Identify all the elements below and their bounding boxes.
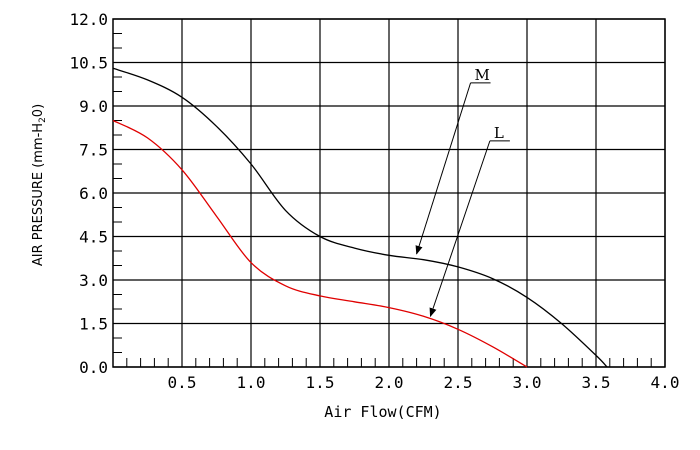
y-tick-label: 10.5: [69, 54, 108, 73]
y-tick-label: 4.5: [79, 228, 108, 247]
y-tick-label: 3.0: [79, 271, 108, 290]
x-axis-title: Air Flow(CFM): [324, 403, 441, 421]
series-arrow-l: [429, 140, 491, 318]
x-tick-label: 3.5: [582, 373, 611, 392]
series-arrow-m: [415, 82, 472, 255]
y-axis-title-main: AIR PRESSURE (mm-H: [31, 123, 46, 266]
y-axis-title: AIR PRESSURE (mm-H20): [31, 104, 48, 266]
x-tick-label: 0.5: [168, 373, 197, 392]
minor-ticks: [113, 33, 652, 367]
series-label-m: M: [475, 66, 490, 84]
series-line-l: [112, 119, 528, 368]
y-axis-title-end: 0): [31, 104, 46, 117]
series-line-m: [112, 67, 608, 368]
y-tick-label: 7.5: [79, 141, 108, 160]
x-tick-label: 2.5: [444, 373, 473, 392]
y-tick-labels: 0.0 1.5 3.0 4.5 6.0 7.5 9.0 10.5 12.0: [69, 10, 108, 377]
x-tick-labels: 0.5 1.0 1.5 2.0 2.5 3.0 3.5 4.0: [168, 373, 680, 392]
x-tick-label: 2.0: [375, 373, 404, 392]
y-axis-title-sub: 2: [38, 117, 48, 123]
y-tick-label: 9.0: [79, 97, 108, 116]
series-layer: [112, 67, 608, 368]
series-label-l: L: [494, 124, 504, 142]
x-tick-label: 4.0: [651, 373, 680, 392]
y-tick-label: 1.5: [79, 315, 108, 334]
y-tick-label: 0.0: [79, 358, 108, 377]
y-tick-label: 12.0: [69, 10, 108, 29]
grid: [113, 18, 666, 368]
y-tick-label: 6.0: [79, 184, 108, 203]
annotations: ML: [415, 66, 510, 318]
x-tick-label: 1.5: [306, 373, 335, 392]
x-tick-label: 1.0: [237, 373, 266, 392]
x-tick-label: 3.0: [513, 373, 542, 392]
plot-frame: [112, 18, 666, 368]
